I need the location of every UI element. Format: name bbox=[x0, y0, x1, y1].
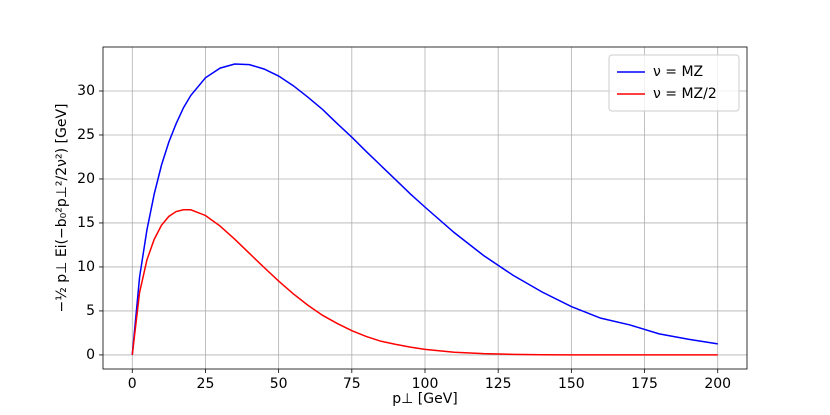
x-tick-label: 25 bbox=[197, 376, 215, 392]
x-tick-label: 125 bbox=[485, 376, 512, 392]
y-tick-label: 20 bbox=[77, 171, 95, 187]
y-tick-label: 15 bbox=[77, 215, 95, 231]
x-tick-label: 75 bbox=[343, 376, 361, 392]
y-tick-label: 30 bbox=[77, 83, 95, 99]
legend: ν = MZ ν = MZ/2 bbox=[608, 54, 740, 112]
x-axis-label: p⊥ [GeV] bbox=[392, 391, 458, 407]
data-line bbox=[131, 63, 718, 355]
x-tick-label: 50 bbox=[270, 376, 288, 392]
x-tick-label: 175 bbox=[631, 376, 658, 392]
x-tick-label: 200 bbox=[704, 376, 731, 392]
y-tick-label: 0 bbox=[86, 347, 95, 363]
x-tick-label: 0 bbox=[128, 376, 137, 392]
y-tick-label: 25 bbox=[77, 127, 95, 143]
legend-label: ν = MZ bbox=[653, 64, 703, 80]
data-line bbox=[131, 209, 718, 356]
x-tick-label: 150 bbox=[558, 376, 585, 392]
legend-label: ν = MZ/2 bbox=[653, 86, 717, 102]
x-tick-label: 100 bbox=[412, 376, 439, 392]
y-tick-label: 10 bbox=[77, 259, 95, 275]
plot-frame bbox=[102, 46, 748, 370]
y-axis-label: −½ p⊥ Ei(−b₀²p⊥²/2ν²) [GeV] bbox=[54, 104, 70, 313]
legend-box bbox=[608, 54, 740, 112]
y-tick-label: 5 bbox=[86, 303, 95, 319]
